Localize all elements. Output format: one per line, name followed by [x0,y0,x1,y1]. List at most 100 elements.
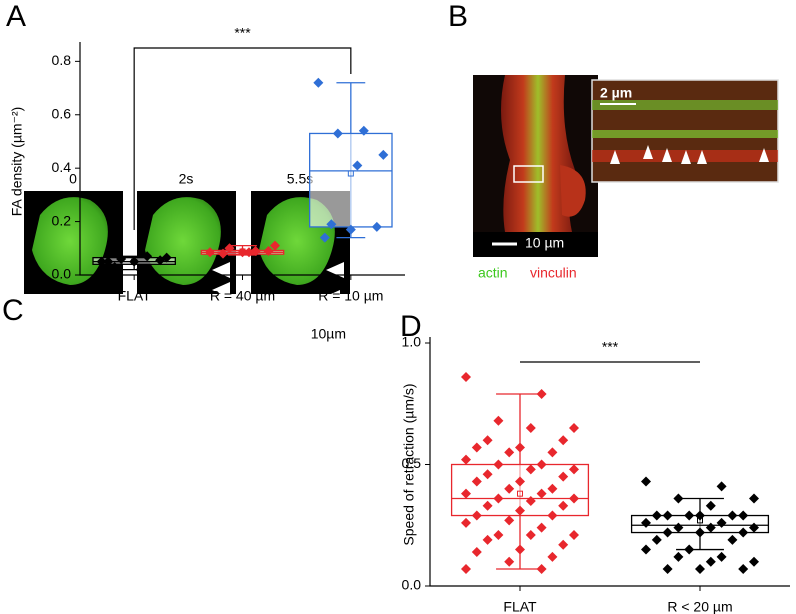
data-point [471,476,482,487]
data-point [641,544,651,555]
data-point [515,544,525,555]
data-point [662,527,673,538]
data-point [504,556,515,567]
scale-label: 10µm [311,326,346,342]
data-point [695,563,705,574]
data-point [515,505,525,516]
data-point [738,527,749,538]
data-point [673,522,684,533]
x-tick-label: R = 10 µm [318,288,383,304]
data-point [471,510,482,521]
data-point [536,389,547,400]
data-point [493,529,504,540]
box [309,132,393,228]
data-point [371,221,382,232]
data-point [684,510,695,521]
data-point [558,500,569,511]
data-point [461,488,471,499]
data-point [378,149,389,160]
data-point [263,245,274,256]
data-point [155,255,166,266]
data-point [651,534,662,545]
data-point [461,517,471,528]
data-point [716,551,727,562]
scale-label: 2 µm [600,85,632,101]
mean [517,490,523,497]
data-point [727,534,738,545]
data-point [218,248,228,259]
y-axis-label: Speed of retraction (µm/s) [401,383,417,545]
data-point [352,160,363,171]
data-point [641,517,651,528]
data-point [749,556,759,567]
data-point [662,563,673,574]
data-point [547,551,558,562]
data-point [536,563,547,574]
data-point [684,544,695,555]
data-point [358,125,369,136]
panel-label: D [400,310,422,343]
data-point [525,464,536,475]
panel-label: B [448,0,468,33]
time-label: 5.5s [287,171,313,187]
y-tick-label: 0.4 [52,159,72,175]
data-point [96,256,107,267]
y-tick-label: 0.0 [402,577,422,593]
y-axis-label: FA density (µm⁻²) [9,107,25,217]
data-point [738,563,749,574]
data-point [504,483,515,494]
channel-label: actin [478,265,508,281]
data-point [461,372,471,383]
channel-label: vinculin [530,265,577,281]
data-point [135,264,146,275]
data-point [705,522,716,533]
data-point [569,423,579,434]
data-point [250,245,261,256]
data-point [716,481,727,492]
data-point [749,522,759,533]
data-point [109,261,120,272]
data-point [673,493,684,504]
data-point [103,256,114,267]
data-point [515,442,525,453]
y-tick-label: 0.2 [52,212,72,228]
data-point [558,435,569,446]
data-point [224,243,235,254]
data-point [547,510,558,521]
y-tick-label: 0.0 [52,266,72,282]
data-point [515,476,525,487]
data-point [471,546,482,557]
data-point [461,563,471,574]
significance-label: *** [234,25,251,41]
data-point [471,442,482,453]
panel-label: A [6,0,26,33]
data-point [536,522,547,533]
data-point [705,500,716,511]
data-point [326,219,337,230]
data-point [504,515,515,526]
data-point [569,464,579,475]
x-tick-label: FLAT [503,599,537,614]
data-point [525,423,536,434]
data-point [673,551,684,562]
data-point [716,517,727,528]
data-point [705,556,716,567]
data-point [319,232,330,243]
data-point [482,469,493,480]
panel-label: C [2,294,24,327]
data-point [493,493,504,504]
scale-label: 10 µm [525,235,564,251]
data-point [569,493,579,504]
data-point [129,256,140,267]
data-point [493,459,504,470]
time-label: 2s [179,171,194,187]
data-point [695,510,705,521]
significance-label: *** [602,339,619,355]
data-point [749,493,759,504]
data-point [116,253,127,264]
data-point [569,529,579,540]
x-tick-label: FLAT [118,288,152,304]
mean [347,170,354,177]
data-point [547,483,558,494]
data-point [558,471,569,482]
